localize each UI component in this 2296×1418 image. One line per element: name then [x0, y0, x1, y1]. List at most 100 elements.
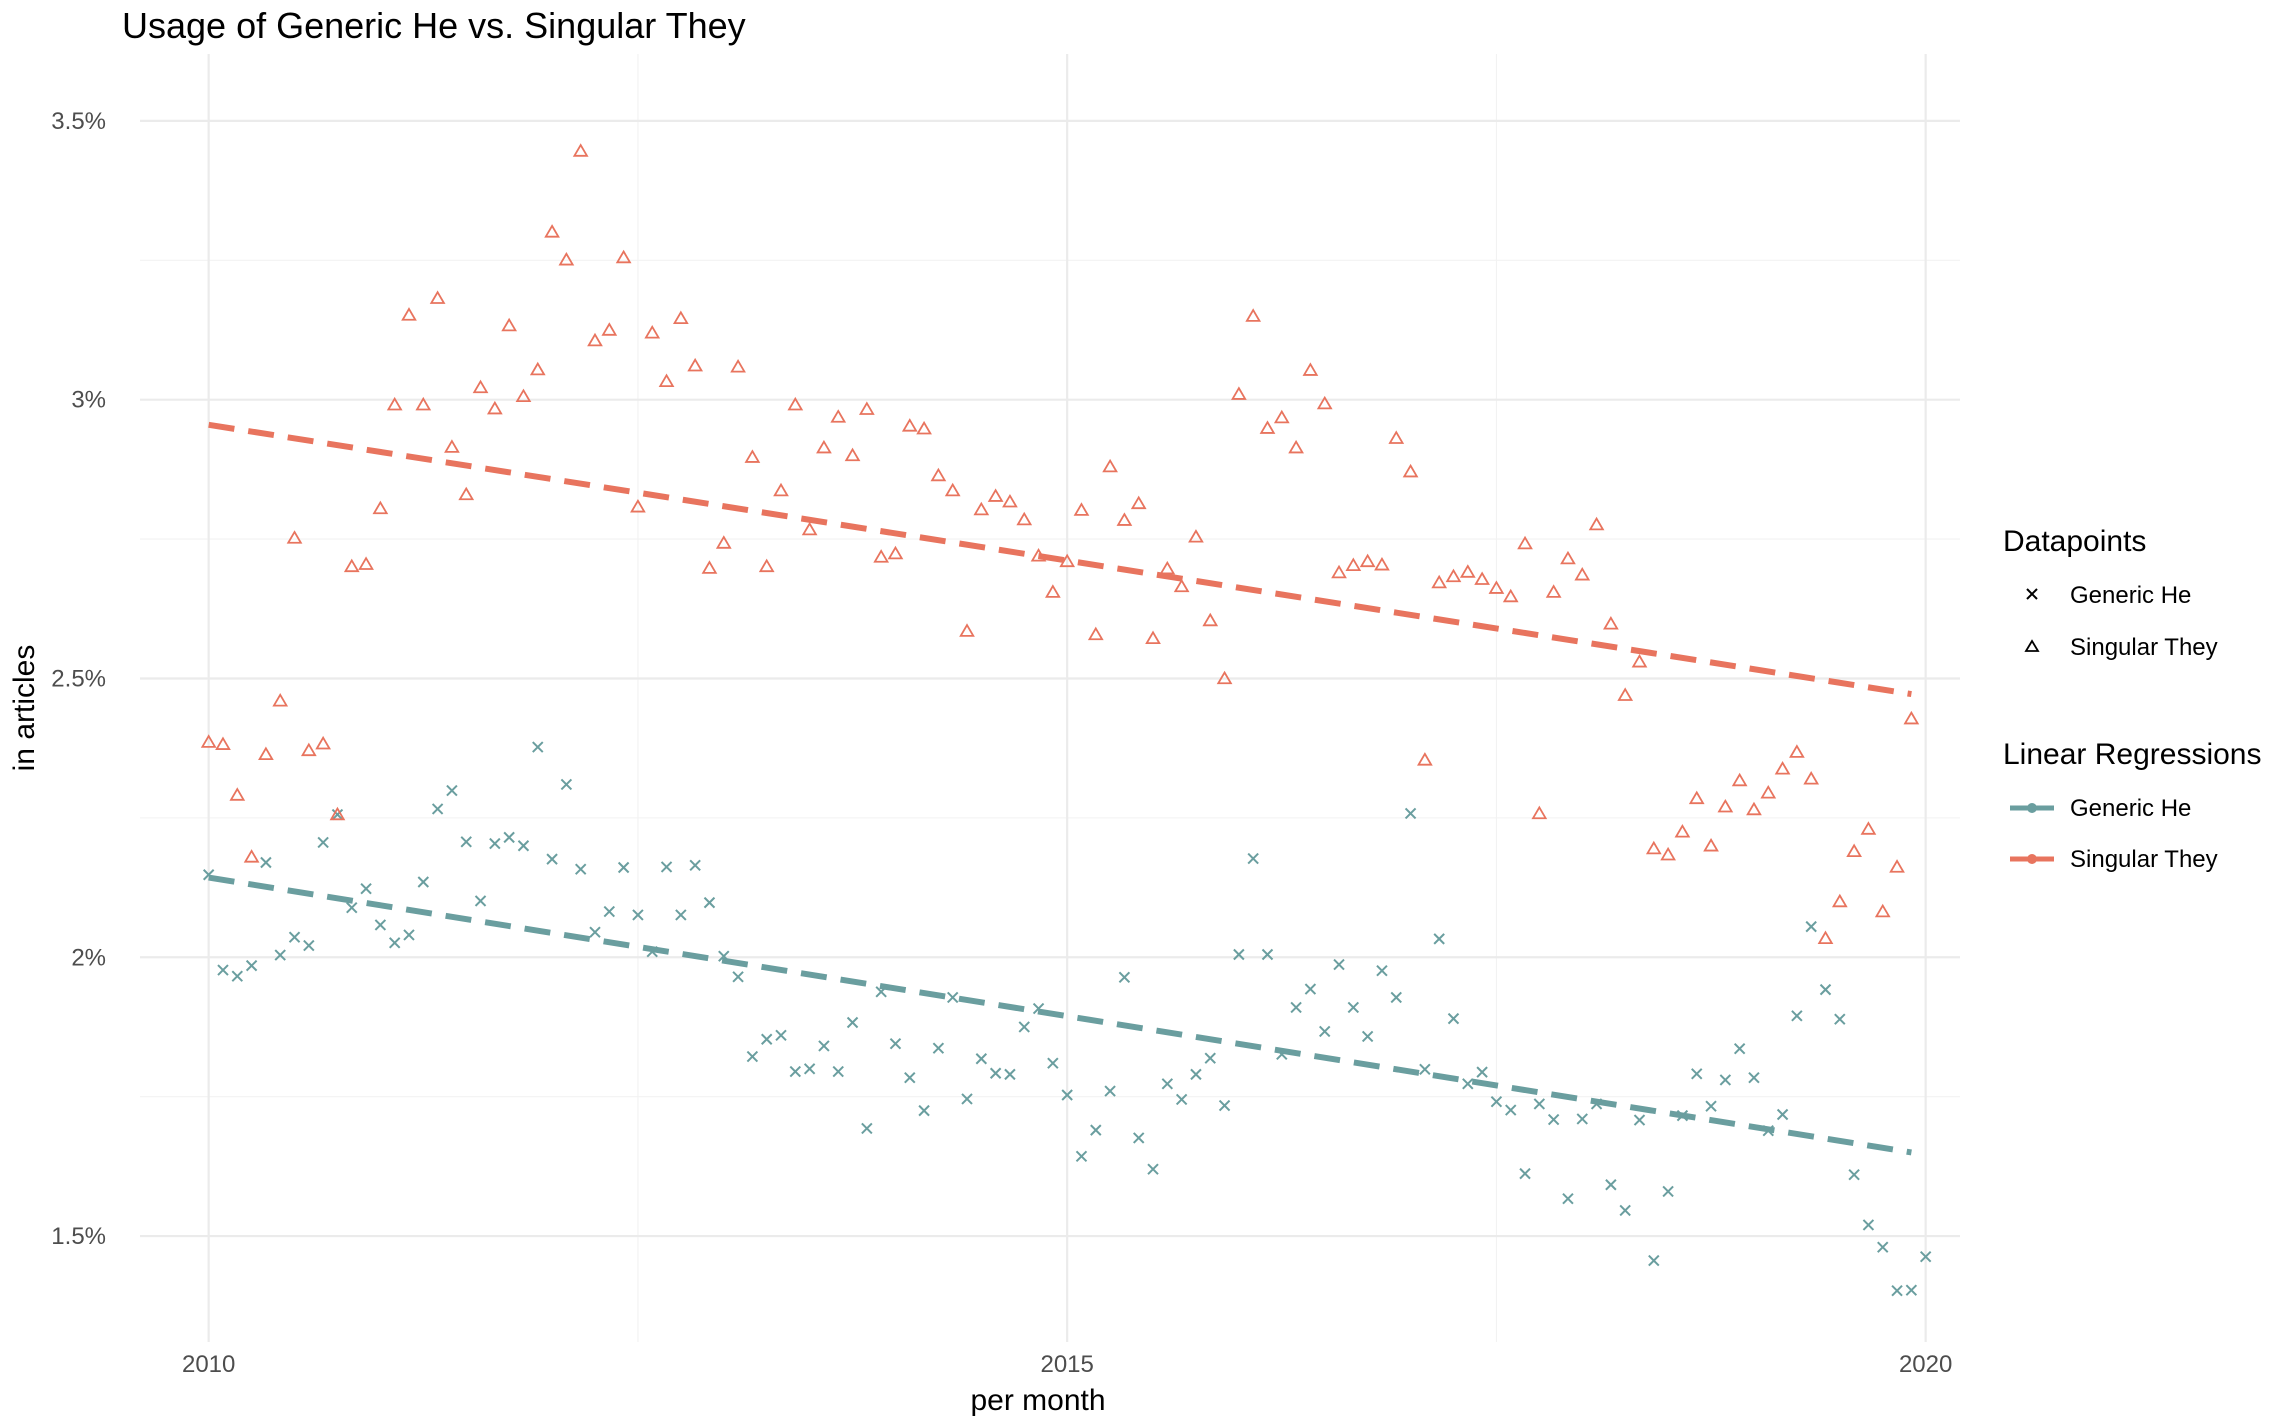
point-generic-he	[1733, 1043, 1746, 1055]
point-generic-he	[1462, 1078, 1474, 1090]
point-singular-they	[773, 482, 789, 497]
point-singular-they	[558, 251, 575, 266]
point-generic-he	[1247, 852, 1259, 865]
point-generic-he	[632, 909, 644, 921]
y-tick-label: 1.5%	[51, 1223, 106, 1250]
point-singular-they	[1603, 616, 1619, 630]
point-singular-they	[873, 549, 890, 563]
y-tick-label: 3%	[71, 387, 106, 414]
point-singular-they	[1817, 930, 1834, 945]
point-singular-they	[801, 521, 818, 536]
point-generic-he	[517, 840, 530, 852]
point-singular-they	[687, 357, 704, 372]
point-generic-he	[1919, 1250, 1932, 1263]
point-singular-they	[415, 396, 432, 411]
point-generic-he	[374, 919, 387, 931]
point-singular-they	[486, 400, 503, 415]
point-generic-he	[946, 991, 959, 1004]
point-generic-he	[1390, 991, 1402, 1004]
point-generic-he	[1877, 1241, 1889, 1253]
point-singular-they	[1445, 568, 1462, 583]
point-singular-they	[587, 332, 603, 347]
point-generic-he	[1805, 920, 1817, 933]
point-singular-they	[1016, 511, 1033, 526]
point-singular-they	[1588, 516, 1605, 531]
legend-key-generic-he-marker	[2026, 588, 2038, 600]
point-generic-he	[1047, 1057, 1059, 1069]
point-generic-he	[975, 1053, 988, 1065]
point-generic-he	[861, 1122, 873, 1135]
point-generic-he	[1533, 1098, 1546, 1110]
regression-line-singular-they	[208, 421, 1912, 698]
point-generic-he	[1204, 1052, 1216, 1064]
point-singular-they	[973, 501, 990, 516]
point-generic-he	[474, 895, 487, 907]
point-generic-he	[403, 929, 415, 941]
point-generic-he	[718, 950, 730, 962]
point-singular-they	[1831, 893, 1848, 908]
point-singular-they	[1288, 439, 1304, 454]
point-generic-he	[1447, 1012, 1460, 1025]
point-generic-he	[1376, 964, 1388, 977]
point-singular-they	[1130, 495, 1147, 510]
point-singular-they	[315, 735, 332, 750]
point-singular-they	[572, 143, 589, 157]
point-generic-he	[1691, 1068, 1703, 1080]
point-generic-he	[1361, 1030, 1374, 1043]
point-generic-he	[760, 1033, 773, 1045]
point-generic-he	[1748, 1072, 1760, 1084]
point-singular-they	[830, 409, 847, 423]
point-generic-he	[1619, 1204, 1631, 1217]
point-generic-he	[1791, 1010, 1803, 1022]
point-singular-they	[1030, 548, 1047, 562]
point-singular-they	[1273, 409, 1290, 424]
point-generic-he	[1719, 1074, 1732, 1086]
point-generic-he	[1576, 1113, 1588, 1125]
point-generic-he	[646, 945, 658, 958]
x-tick-label: 2015	[1040, 1351, 1093, 1378]
point-generic-he	[1133, 1132, 1145, 1144]
point-generic-he	[274, 949, 286, 961]
point-generic-he	[260, 856, 272, 869]
point-generic-he	[217, 964, 229, 976]
point-generic-he	[818, 1040, 830, 1052]
point-singular-they	[944, 482, 961, 497]
y-tick-label: 3.5%	[51, 108, 106, 135]
point-singular-they	[1302, 362, 1319, 376]
legend: Datapoints Generic He Singular They Line…	[2003, 525, 2261, 873]
point-singular-they	[1345, 557, 1362, 571]
point-generic-he	[1075, 1150, 1088, 1163]
point-singular-they	[472, 379, 489, 394]
point-generic-he	[589, 926, 601, 938]
point-generic-he	[1190, 1068, 1202, 1081]
point-singular-they	[701, 560, 718, 574]
y-axis-ticks: 1.5% 2% 2.5% 3% 3.5%	[51, 108, 106, 1250]
point-singular-they	[1202, 612, 1219, 627]
point-generic-he	[1476, 1066, 1488, 1078]
point-singular-they	[1259, 420, 1276, 434]
point-singular-they	[658, 373, 675, 387]
point-generic-he	[703, 896, 716, 909]
point-singular-they	[1674, 824, 1691, 838]
point-singular-they	[1502, 588, 1519, 603]
point-singular-they	[787, 396, 804, 411]
point-generic-he	[1605, 1179, 1617, 1191]
point-singular-they	[1044, 584, 1061, 598]
chart-title: Usage of Generic He vs. Singular They	[122, 5, 746, 46]
point-generic-he	[317, 836, 329, 849]
legend-label-singular-they-line: Singular They	[2070, 846, 2218, 873]
point-generic-he	[1662, 1185, 1674, 1198]
point-singular-they	[930, 467, 947, 482]
point-singular-they	[215, 736, 231, 750]
point-singular-they	[1374, 556, 1390, 571]
point-singular-they	[1731, 772, 1748, 787]
point-singular-they	[1903, 710, 1920, 725]
point-singular-they	[515, 388, 532, 403]
point-singular-they	[601, 322, 618, 336]
point-singular-they	[1660, 846, 1676, 861]
point-singular-they	[1116, 512, 1133, 526]
point-singular-they	[1459, 564, 1476, 578]
point-singular-they	[1431, 574, 1448, 589]
point-singular-they	[1402, 463, 1419, 478]
point-generic-he	[904, 1072, 916, 1084]
